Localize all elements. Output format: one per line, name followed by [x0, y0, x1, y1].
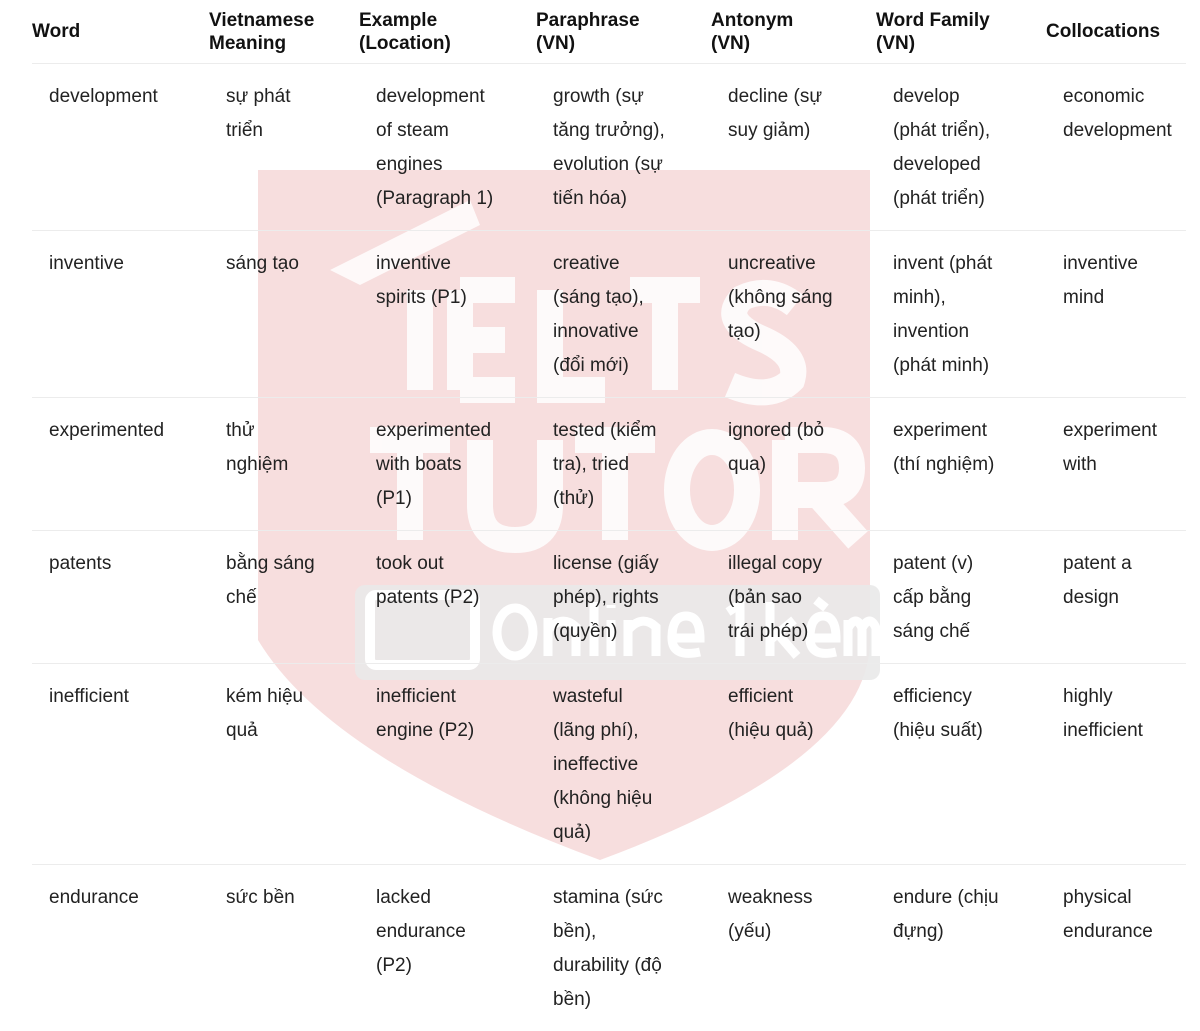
- header-collocations: Collocations: [1046, 21, 1161, 42]
- cell-word: experimented: [49, 420, 165, 441]
- cell-example: lacked endurance (P2): [376, 887, 466, 976]
- header-vietnamese-meaning: Vietnamese Meaning: [209, 9, 315, 54]
- cell-example: inefficient engine (P2): [376, 686, 475, 741]
- cell-antonym: weakness (yếu): [728, 887, 813, 942]
- cell-antonym: decline (sự suy giảm): [728, 86, 823, 141]
- cell-word-family: patent (v) cấp bằng sáng chế: [893, 553, 974, 642]
- cell-word: endurance: [49, 887, 139, 908]
- table-row: patents bằng sáng chế took out patents (P2…: [32, 531, 1186, 664]
- cell-collocations: patent a design: [1063, 553, 1132, 608]
- cell-antonym: ignored (bỏ qua): [728, 420, 825, 475]
- header-paraphrase: Paraphrase (VN): [536, 9, 640, 54]
- header-antonym: Antonym (VN): [711, 9, 794, 54]
- cell-vietnamese-meaning: thử nghiệm: [226, 420, 289, 475]
- cell-word: inefficient: [49, 686, 129, 707]
- cell-paraphrase: wasteful (lãng phí), ineffective (không …: [553, 686, 653, 843]
- cell-antonym: illegal copy (bản sao trái phép): [728, 553, 822, 642]
- cell-paraphrase: license (giấy phép), rights (quyền): [553, 553, 659, 642]
- cell-word-family: develop (phát triển), developed (phát tr…: [893, 86, 991, 209]
- cell-paraphrase: stamina (sức bền), durability (độ bền): [553, 887, 663, 1010]
- cell-vietnamese-meaning: kém hiệu quả: [226, 686, 304, 741]
- cell-example: experimented with boats (P1): [376, 420, 492, 509]
- cell-vietnamese-meaning: sự phát triển: [226, 86, 291, 141]
- cell-collocations: economic development: [1063, 86, 1172, 141]
- cell-example: development of steam engines (Paragraph …: [376, 86, 494, 209]
- cell-example: inventive spirits (P1): [376, 253, 467, 308]
- vocabulary-table: Word Vietnamese Meaning Example (Locatio…: [32, 0, 1186, 1031]
- cell-example: took out patents (P2): [376, 553, 480, 608]
- cell-word-family: efficiency (hiệu suất): [893, 686, 983, 741]
- cell-collocations: highly inefficient: [1063, 686, 1143, 741]
- table-row: endurance sức bền lacked endurance (P2) sta…: [32, 865, 1186, 1031]
- cell-collocations: experiment with: [1063, 420, 1157, 475]
- cell-paraphrase: growth (sự tăng trưởng), evolution (sự t…: [553, 86, 665, 209]
- table-row: inefficient kém hiệu quả inefficient engin…: [32, 664, 1186, 865]
- table-row: development sự phát triển development of s…: [32, 64, 1186, 231]
- cell-word: inventive: [49, 253, 124, 274]
- cell-antonym: efficient (hiệu quả): [728, 686, 814, 741]
- cell-word-family: endure (chịu đựng): [893, 887, 999, 942]
- table-header: Word Vietnamese Meaning Example (Locatio…: [32, 0, 1186, 64]
- header-example: Example (Location): [359, 9, 451, 54]
- cell-collocations: physical endurance: [1063, 887, 1153, 942]
- cell-word-family: experiment (thí nghiệm): [893, 420, 995, 475]
- header-word: Word: [32, 21, 81, 42]
- cell-vietnamese-meaning: sức bền: [226, 887, 295, 908]
- cell-word-family: invent (phát minh), invention (phát minh…: [893, 253, 993, 376]
- table-row: inventive sáng tạo inventive spirits (P1) c…: [32, 231, 1186, 398]
- cell-word: development: [49, 86, 158, 107]
- cell-collocations: inventive mind: [1063, 253, 1138, 308]
- cell-vietnamese-meaning: sáng tạo: [226, 253, 299, 274]
- cell-paraphrase: tested (kiểm tra), tried (thử): [553, 420, 657, 509]
- cell-vietnamese-meaning: bằng sáng chế: [226, 553, 315, 608]
- table-row: experimented thử nghiệm experimented with …: [32, 398, 1186, 531]
- header-word-family: Word Family (VN): [876, 9, 990, 54]
- cell-word: patents: [49, 553, 112, 574]
- cell-antonym: uncreative (không sáng tạo): [728, 253, 833, 342]
- cell-paraphrase: creative (sáng tạo), innovative (đổi mới…: [553, 253, 644, 376]
